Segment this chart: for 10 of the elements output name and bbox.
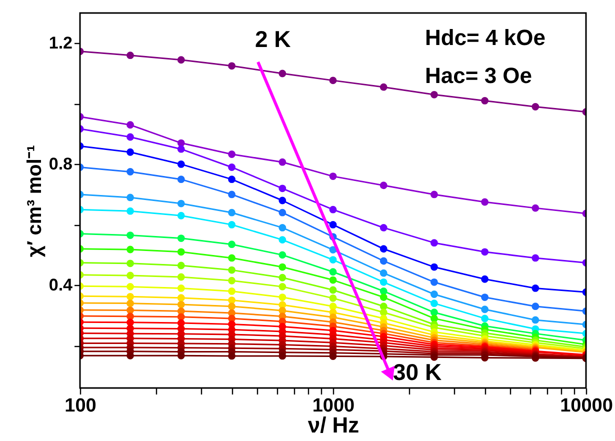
y-tick-label: 1.2 bbox=[48, 34, 72, 53]
y-axis-title: χ′ cm³ mol⁻¹ bbox=[24, 144, 46, 258]
annotation: Hdc= 4 kOe bbox=[425, 25, 546, 50]
annotation: Hac= 3 Oe bbox=[425, 63, 532, 88]
y-tick-label: 0.4 bbox=[48, 276, 74, 295]
x-tick-label: 100 bbox=[64, 396, 96, 416]
y-tick-label: 0.8 bbox=[48, 154, 72, 174]
annotation: 2 K bbox=[255, 26, 292, 52]
x-tick-label: 10000 bbox=[560, 396, 613, 416]
annotation: 30 K bbox=[393, 359, 442, 385]
